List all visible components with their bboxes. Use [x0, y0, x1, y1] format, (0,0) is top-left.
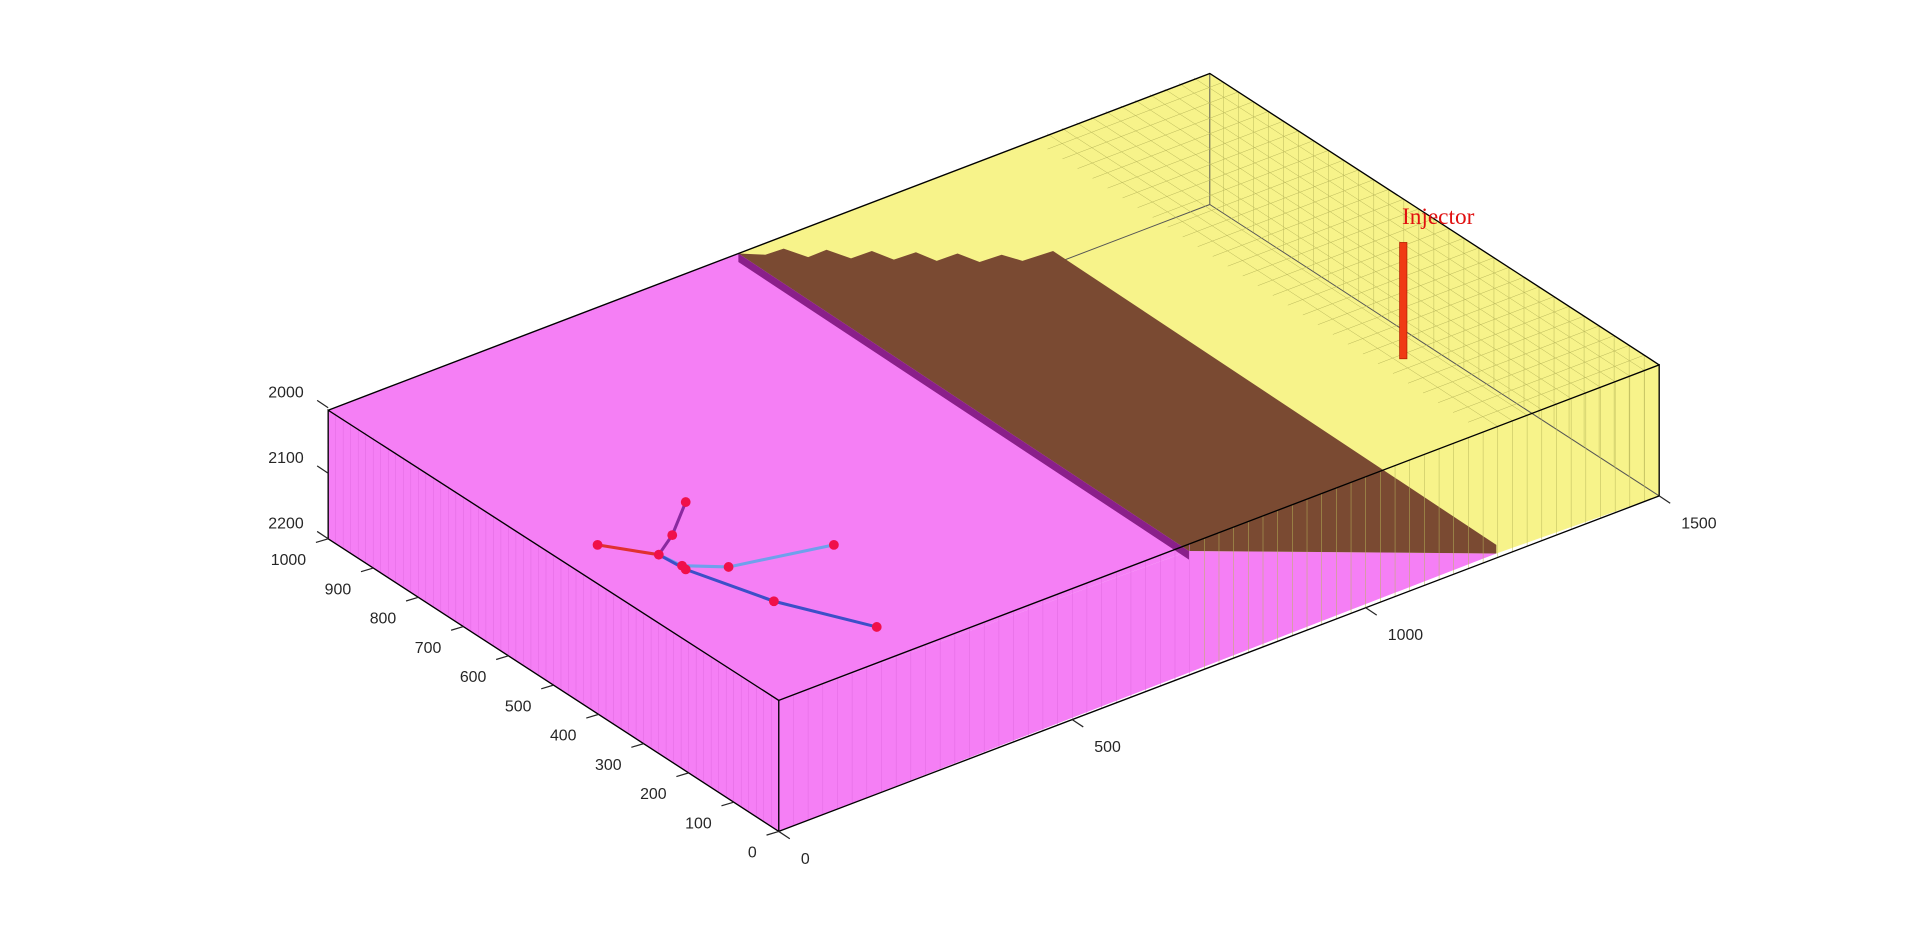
inner-edge: [1209, 204, 1660, 497]
well-point: [768, 596, 779, 607]
mesh-line: [1092, 111, 1269, 179]
mesh: [335, 77, 1645, 827]
wells: Injector: [592, 204, 1475, 632]
edge: [778, 363, 1660, 833]
z-tick-label: 2200: [268, 515, 304, 532]
y-tick-label: 300: [595, 757, 622, 774]
mesh-line: [1137, 140, 1314, 208]
well-trajectory: [658, 553, 878, 629]
mesh-line: [1377, 296, 1555, 364]
mesh-line: [1407, 315, 1585, 384]
x-tick-label: 0: [801, 851, 810, 868]
y-tick: [586, 713, 599, 719]
x-tick-label: 1000: [1388, 627, 1424, 644]
mesh-line: [1287, 237, 1465, 306]
mesh-line: [1257, 218, 1434, 286]
mesh-line: [1227, 198, 1404, 267]
y-tick: [541, 684, 554, 690]
z-tick-label: 2000: [268, 384, 304, 401]
y-tick: [631, 743, 644, 748]
mesh-line: [1152, 150, 1329, 218]
mesh-line: [1437, 335, 1615, 403]
y-tick-label: 400: [550, 728, 577, 745]
mesh-line: [1107, 120, 1284, 189]
mesh-line: [1347, 276, 1525, 345]
y-tick-label: 100: [685, 815, 712, 832]
mesh-line: [1212, 189, 1389, 257]
x-tick: [1365, 607, 1378, 616]
front-face: [778, 551, 1497, 832]
y-tick: [315, 538, 329, 544]
layer-edge: [738, 253, 1189, 560]
box-edges: [327, 72, 1660, 833]
well-point: [653, 549, 664, 560]
y-tick-label: 0: [748, 845, 757, 862]
y-tick: [766, 830, 779, 836]
y-tick: [676, 772, 689, 778]
mesh-line: [1242, 208, 1419, 277]
brown-layer: [738, 248, 1497, 554]
well-point: [680, 497, 691, 507]
y-tick: [495, 655, 509, 661]
mesh-line: [1332, 267, 1510, 335]
mesh-line: [1122, 130, 1299, 199]
reservoir: [328, 73, 1660, 832]
mesh-line: [1062, 91, 1239, 160]
mesh-line: [1077, 101, 1254, 169]
mesh-line: [1452, 345, 1630, 413]
mesh-line: [1272, 228, 1449, 296]
injector-well: [1399, 242, 1408, 360]
x-tick: [778, 830, 791, 840]
mesh-line: [1422, 325, 1600, 394]
mesh-line: [1362, 286, 1540, 355]
well-point: [828, 540, 839, 550]
mesh-line: [1167, 159, 1344, 228]
x-tick: [1071, 719, 1084, 728]
mesh-line: [1392, 306, 1570, 374]
x-tick-label: 500: [1094, 739, 1121, 756]
y-tick-label: 900: [325, 581, 352, 598]
mesh-line: [1182, 169, 1359, 238]
z-tick: [316, 465, 329, 474]
mesh-line: [1467, 354, 1645, 423]
well-point: [723, 562, 734, 572]
y-tick: [405, 596, 419, 602]
edge: [327, 72, 1660, 411]
well-point: [592, 540, 603, 550]
mesh-line: [1302, 247, 1480, 316]
well-point: [871, 622, 882, 632]
yellow-region: [738, 73, 1660, 554]
y-tick: [450, 625, 464, 631]
well-point: [680, 564, 691, 575]
mesh-line: [1197, 179, 1374, 247]
axes: 0 500 1000 1500 0 100 200 300 400 500 600 700 800 900…: [268, 384, 1716, 868]
y-tick-label: 500: [505, 698, 532, 715]
y-tick-label: 800: [370, 611, 397, 628]
y-tick: [360, 567, 374, 573]
x-tick: [1658, 495, 1671, 504]
x-tick-label: 1500: [1681, 515, 1717, 532]
annotation: Injector: [1402, 204, 1475, 230]
z-tick-label: 2100: [268, 450, 304, 467]
well-point: [667, 530, 678, 540]
well-trajectory: [597, 543, 660, 557]
y-tick-label: 700: [415, 640, 442, 657]
y-tick-label: 600: [460, 669, 487, 686]
y-tick-label: 1000: [271, 552, 307, 569]
z-tick: [316, 399, 329, 409]
mesh-line: [1047, 81, 1224, 150]
z-tick: [316, 530, 329, 540]
y-tick: [721, 801, 734, 807]
y-tick-label: 200: [640, 786, 667, 803]
top-face: [328, 253, 1189, 701]
